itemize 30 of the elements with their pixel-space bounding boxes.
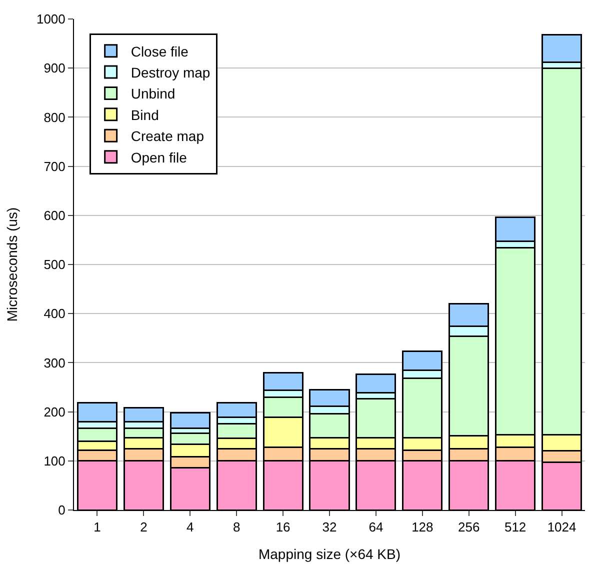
x-tick-label: 8 [232,520,240,535]
y-tick-label: 100 [44,453,66,468]
legend-label: Destroy map [130,64,210,80]
y-tick-label: 500 [44,257,66,272]
legend-label: Close file [130,43,189,60]
legend-label: Create map [130,128,204,144]
y-tick-label: 700 [44,158,66,174]
y-tick-label: 1000 [36,12,66,27]
y-axis-title: Microseconds (us) [4,207,20,322]
x-tick-label: 256 [458,520,480,535]
y-tick-label: 0 [58,502,66,518]
legend-label: Bind [130,106,159,123]
y-tick-label: 800 [44,110,66,125]
x-tick-label: 64 [368,520,384,535]
y-tick-label: 300 [44,355,66,370]
x-tick-label: 32 [322,520,337,535]
x-tick-label: 1024 [547,520,576,535]
x-tick-label: 2 [140,520,148,535]
legend-label: Unbind [130,86,176,102]
x-tick-label: 1 [94,520,101,535]
y-tick-label: 900 [44,60,66,76]
y-tick-label: 600 [44,208,66,223]
y-tick-label: 200 [44,404,66,420]
x-tick-label: 16 [276,520,290,535]
x-tick-label: 512 [504,520,526,535]
legend-label: Open file [130,149,188,166]
x-tick-label: 4 [186,520,194,535]
y-tick-label: 400 [44,306,66,322]
x-tick-label: 128 [412,520,434,535]
x-axis-title: Mapping size (×64 KB) [258,546,401,562]
